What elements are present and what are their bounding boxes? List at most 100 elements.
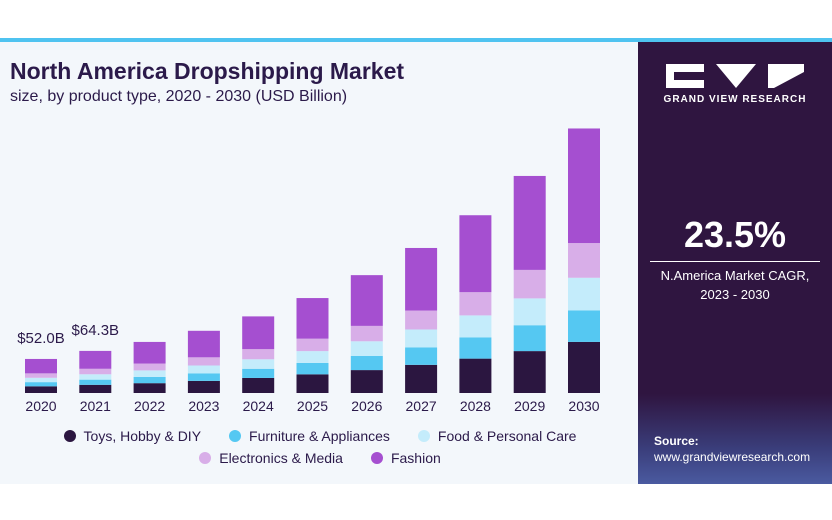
x-tick-label: 2026 [351, 398, 382, 414]
bar-segment [459, 358, 492, 393]
legend-swatch [199, 452, 212, 464]
legend-label: Fashion [390, 450, 441, 466]
bar-segment [242, 316, 275, 350]
bar-segment [350, 325, 383, 342]
bar-segment [133, 363, 166, 371]
bar-segment [513, 269, 546, 299]
x-tick-label: 2020 [25, 398, 56, 414]
bar-segment [513, 325, 546, 352]
accent-line [0, 38, 832, 42]
bar-segment [242, 359, 275, 369]
bar-segment [133, 370, 166, 377]
divider [650, 261, 820, 262]
bar-segment [133, 341, 166, 364]
bar-segment [350, 341, 383, 357]
bar-segment [79, 368, 112, 375]
source-label: Source: [654, 434, 699, 448]
bar-segment [296, 374, 329, 393]
legend-item: Electronics & Media [199, 450, 343, 466]
bar-segment [568, 341, 600, 393]
bar-segment [459, 315, 492, 338]
bar-segment [513, 351, 546, 393]
cagr-label-line: N.America Market CAGR, [660, 268, 810, 283]
source-link[interactable]: www.grandviewresearch.com [654, 450, 811, 464]
bar-segment [25, 358, 57, 374]
legend-label: Furniture & Appliances [249, 428, 390, 444]
bar-segment [296, 298, 329, 339]
bar-segment [242, 349, 275, 360]
bar-segment [296, 362, 329, 375]
bar-segment [187, 373, 220, 381]
chart-legend: Toys, Hobby & DIY Furniture & Appliances F… [10, 428, 630, 472]
data-label: $52.0B [17, 330, 65, 347]
cagr-value: 23.5% [683, 214, 787, 255]
legend-label: Food & Personal Care [437, 428, 577, 444]
bar-segment [79, 379, 112, 385]
bar-segment [405, 364, 438, 393]
x-tick-label: 2030 [568, 398, 599, 414]
legend-item: Food & Personal Care [417, 428, 577, 444]
bar-segment [133, 376, 166, 384]
legend-swatch [63, 430, 76, 442]
bar-segment [25, 382, 57, 387]
bar-segment [25, 377, 57, 383]
x-tick-label: 2021 [80, 398, 111, 414]
bar-segment [187, 357, 220, 366]
legend-swatch [417, 430, 430, 442]
bar-segment [79, 350, 112, 369]
bar-segment [459, 215, 492, 293]
bar-segment [79, 374, 112, 380]
chart-title: North America Dropshipping Market [10, 58, 405, 84]
bar-segment [568, 243, 600, 278]
bar-segment [459, 337, 492, 359]
bar-segment [187, 380, 220, 393]
bar-segment [25, 373, 57, 378]
side-panel: GRAND VIEW RESEARCH 23.5% N.America Mark… [638, 42, 832, 484]
legend-swatch [370, 452, 383, 464]
bar-segment [242, 377, 275, 393]
x-tick-label: 2023 [188, 398, 219, 414]
grand-view-research-logo [666, 64, 804, 88]
legend-label: Electronics & Media [219, 450, 343, 466]
chart-subtitle: size, by product type, 2020 - 2030 (USD … [10, 88, 348, 105]
bar-segment [405, 310, 438, 330]
legend-item: Fashion [370, 450, 441, 466]
cagr-label: N.America Market CAGR, 2023 - 2030 [638, 266, 832, 304]
legend-item: Furniture & Appliances [229, 428, 390, 444]
legend-swatch [229, 430, 242, 442]
bar-segment [296, 351, 329, 363]
x-tick-label: 2029 [514, 398, 545, 414]
bar-segment [350, 275, 383, 326]
x-tick-label: 2028 [460, 398, 491, 414]
legend-label: Toys, Hobby & DIY [83, 428, 202, 444]
bar-segment [405, 347, 438, 365]
stacked-bar-chart: 2020 2021 2022 2023 2024 2025 2026 2027 2028 2029… [17, 128, 600, 414]
x-tick-label: 2025 [297, 398, 328, 414]
bar-segment [405, 329, 438, 348]
data-label: $64.3B [72, 322, 120, 339]
bar-segment [568, 128, 600, 244]
bar-segment [242, 368, 275, 378]
decorative-grid [638, 394, 832, 484]
x-tick-label: 2022 [134, 398, 165, 414]
brand-name: GRAND VIEW RESEARCH [663, 94, 807, 105]
bar-segment [405, 247, 438, 311]
bar-segment [513, 298, 546, 326]
x-tick-label: 2027 [406, 398, 437, 414]
bar-segment [133, 383, 166, 393]
bar-segment [350, 356, 383, 371]
bar-segment [459, 292, 492, 316]
bar-segment [513, 175, 546, 270]
cagr-label-line: 2023 - 2030 [700, 287, 770, 302]
legend-item: Toys, Hobby & DIY [63, 428, 202, 444]
bar-segment [187, 330, 220, 358]
bar-segment [568, 310, 600, 342]
bar-segment [350, 370, 383, 393]
bar-segment [296, 338, 329, 352]
x-tick-label: 2024 [243, 398, 274, 414]
bar-segment [25, 386, 57, 393]
legend-row: Toys, Hobby & DIY Furniture & Appliances F… [10, 428, 630, 444]
bar-segment [568, 277, 600, 311]
legend-row: Electronics & Media Fashion [10, 450, 630, 466]
bar-segment [187, 365, 220, 374]
